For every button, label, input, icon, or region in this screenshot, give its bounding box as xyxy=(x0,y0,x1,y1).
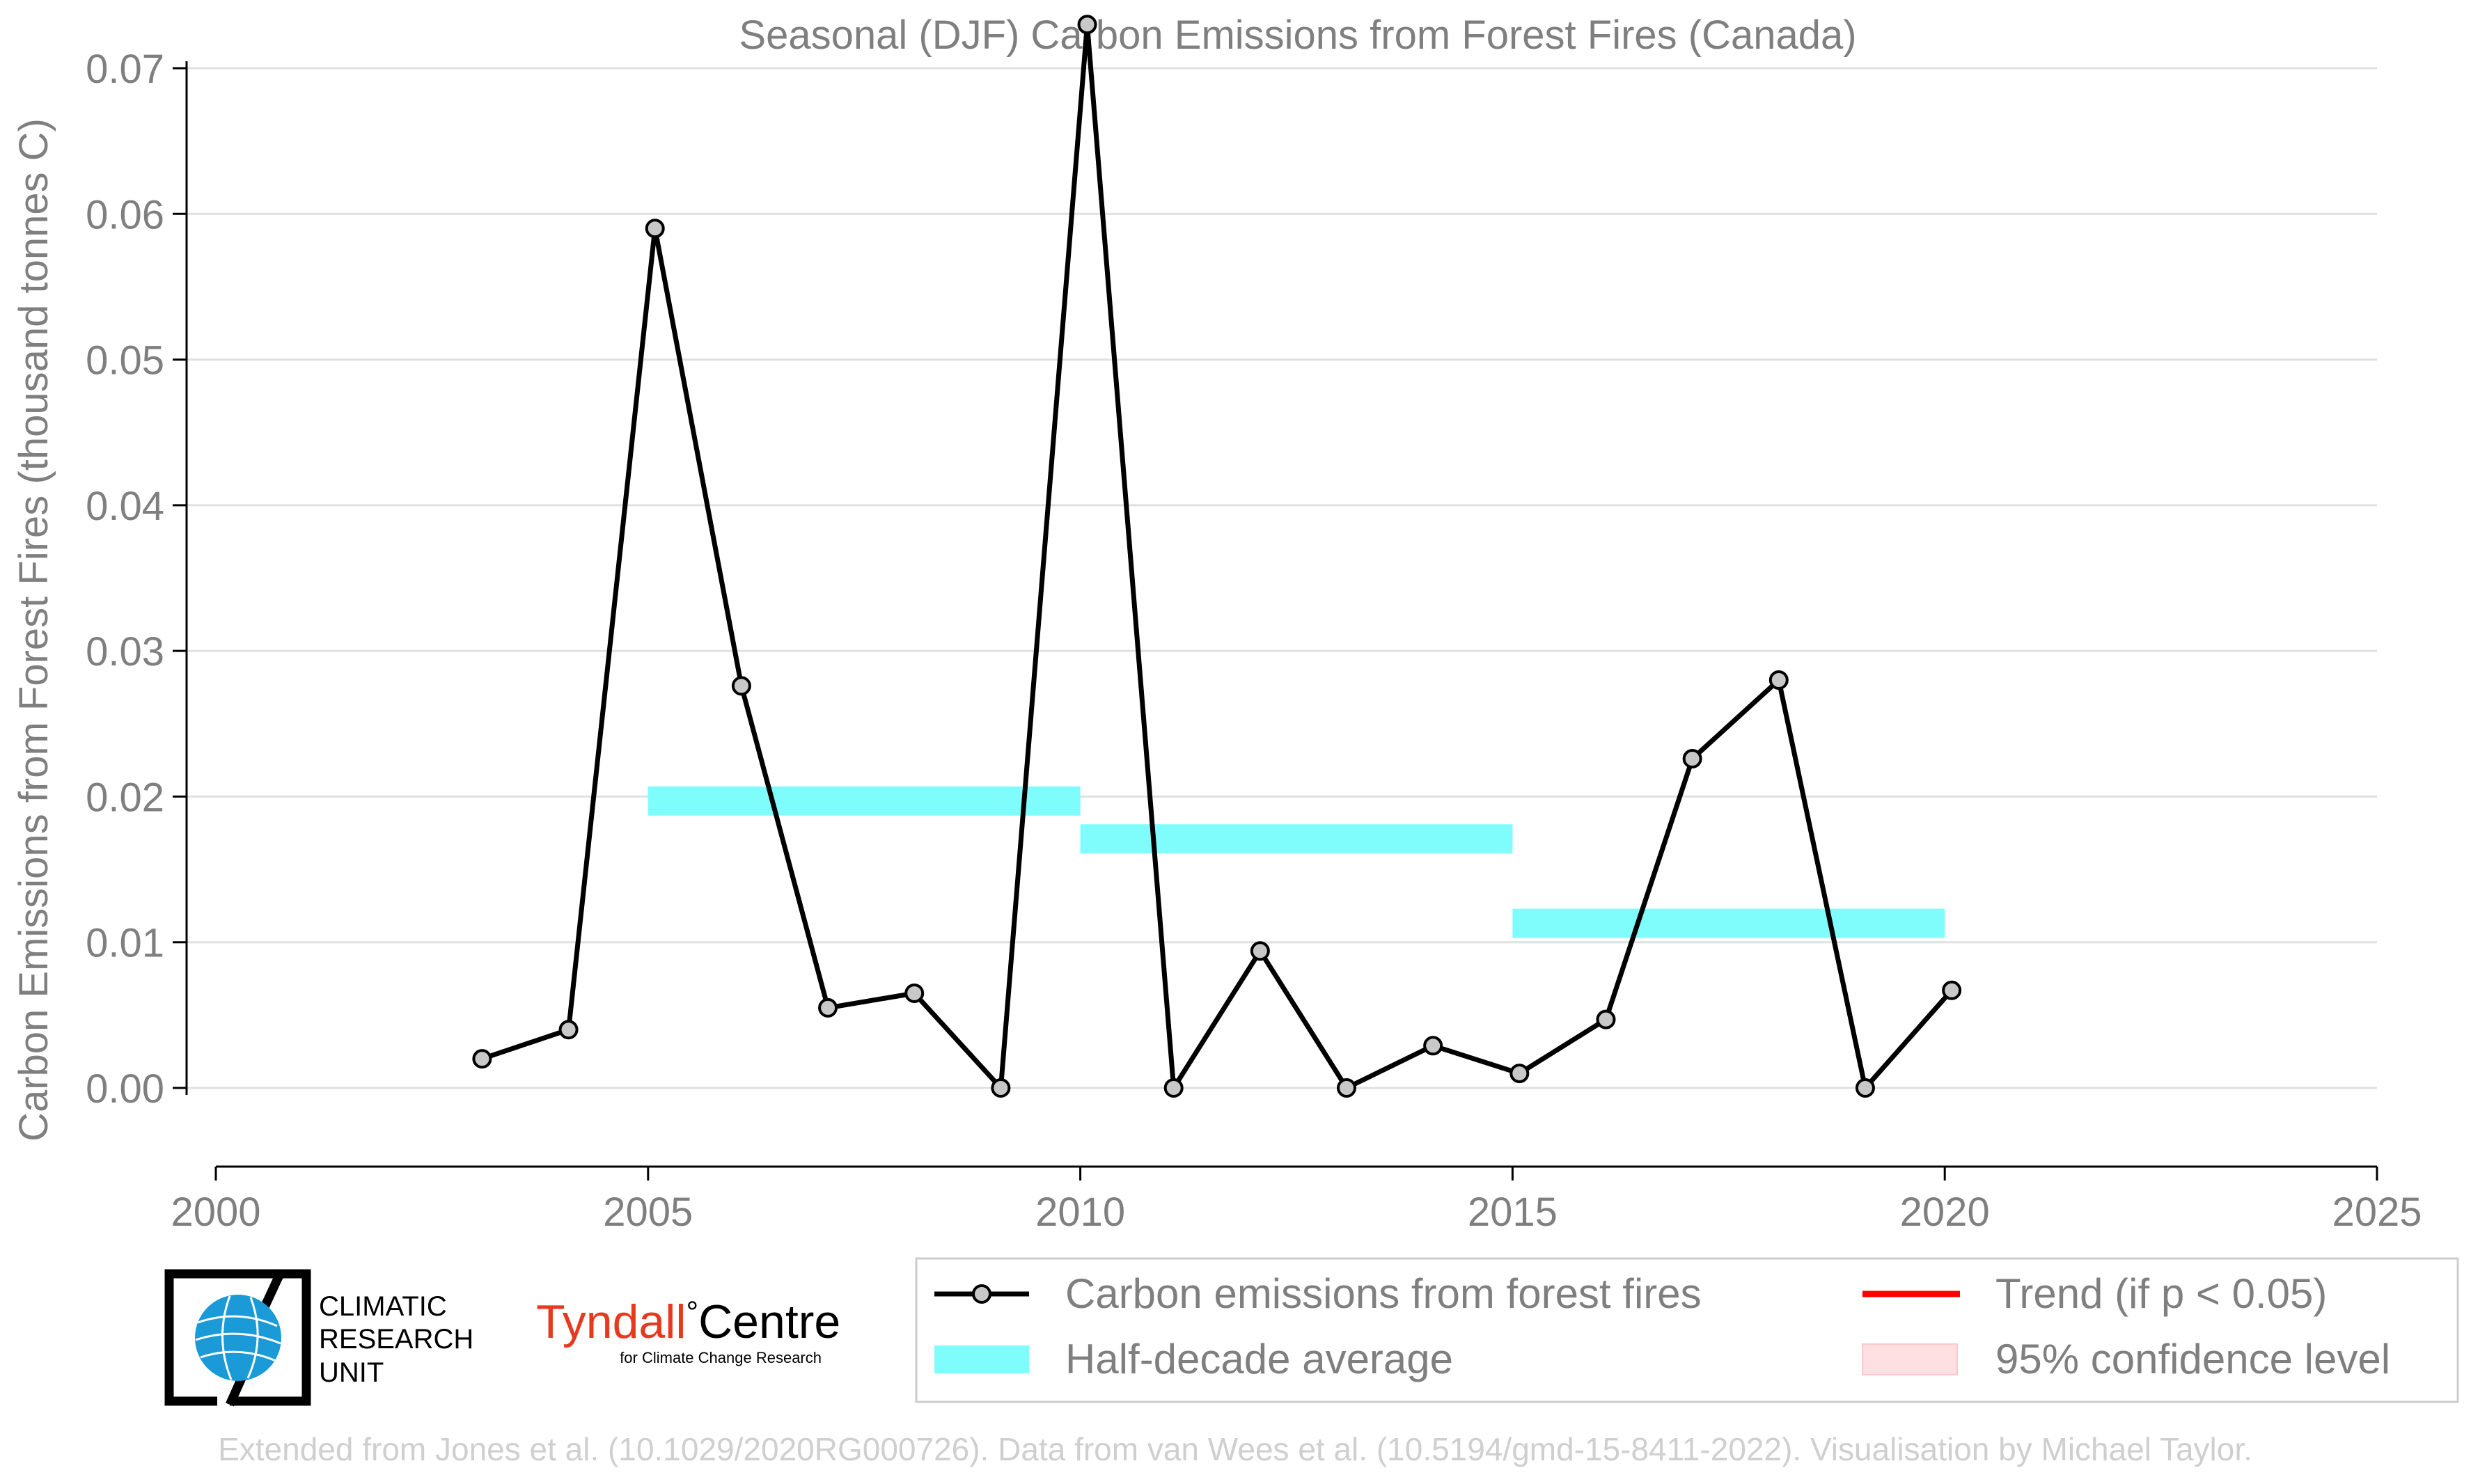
data-point xyxy=(1768,670,1789,690)
globe-icon xyxy=(195,1295,281,1381)
legend-average-swatch xyxy=(934,1345,1029,1373)
tyndall-logo-tagline: for Climate Change Research xyxy=(620,1349,822,1366)
data-point xyxy=(991,1078,1011,1098)
data-point xyxy=(818,997,838,1018)
data-point xyxy=(1163,1078,1184,1098)
legend-label-average: Half-decade average xyxy=(1065,1336,1453,1382)
data-point xyxy=(1250,941,1270,961)
cru-logo-frame xyxy=(164,1269,311,1406)
axes: 0.00 0.01 0.02 0.03 0.04 0.05 0.06 0.07 2000 2005… xyxy=(86,47,2422,1235)
footer-credit: Extended from Jones et al. (10.1029/2020… xyxy=(218,1431,2252,1467)
data-point xyxy=(904,983,925,1003)
y-tick-label: 0.04 xyxy=(86,484,164,529)
data-point xyxy=(1596,1009,1616,1029)
tyndall-logo-wordmark: Tyndall°Centre xyxy=(536,1295,840,1348)
legend-label-confidence: 95% confidence level xyxy=(1995,1336,2390,1382)
data-point xyxy=(1855,1078,1875,1098)
tyndall-logo: Tyndall°Centre for Climate Change Resear… xyxy=(536,1295,840,1366)
half-decade-band xyxy=(648,786,1081,816)
legend-label-emissions: Carbon emissions from forest fires xyxy=(1065,1270,1702,1317)
grid-lines xyxy=(187,67,2377,1089)
data-point xyxy=(731,676,751,696)
legend-marker-swatch xyxy=(972,1284,991,1304)
y-axis-label: Carbon Emissions from Forest Fires (thou… xyxy=(11,118,56,1142)
data-point xyxy=(1682,749,1702,769)
half-decade-band xyxy=(1080,824,1513,854)
x-tick-label: 2010 xyxy=(1035,1190,1125,1235)
half-decade-bands xyxy=(648,786,1945,938)
legend-frame xyxy=(915,1257,2459,1403)
data-point xyxy=(472,1049,492,1069)
chart-title: Seasonal (DJF) Carbon Emissions from For… xyxy=(739,13,1856,58)
half-decade-band xyxy=(1512,908,1945,938)
data-point xyxy=(1942,980,1962,1000)
legend-label-trend: Trend (if p < 0.05) xyxy=(1995,1270,2327,1317)
data-point xyxy=(558,1020,579,1040)
x-tick-label: 2015 xyxy=(1468,1190,1558,1235)
tyndall-logo-name-part2: Centre xyxy=(698,1295,840,1348)
x-tick-label: 2000 xyxy=(171,1190,260,1235)
cru-logo-line3: UNIT xyxy=(319,1357,384,1388)
y-tick-label: 0.03 xyxy=(86,629,164,674)
series-line-layer xyxy=(472,15,1962,1098)
x-tick-label: 2025 xyxy=(2332,1190,2422,1235)
x-tick-label: 2005 xyxy=(603,1190,693,1235)
data-point xyxy=(1509,1064,1530,1084)
series-line xyxy=(481,22,1954,1091)
data-point xyxy=(1337,1078,1357,1098)
cru-logo-line2: RESEARCH xyxy=(319,1324,473,1355)
cru-logo: CLIMATIC RESEARCH UNIT xyxy=(164,1269,473,1407)
data-point xyxy=(1077,15,1097,35)
y-tick-label: 0.01 xyxy=(86,921,164,966)
data-point xyxy=(645,219,665,239)
legend-confidence-swatch xyxy=(1862,1343,1958,1375)
y-tick-label: 0.02 xyxy=(86,775,164,820)
tyndall-logo-degree: ° xyxy=(686,1295,698,1329)
data-point xyxy=(1423,1036,1443,1056)
x-tick-label: 2020 xyxy=(1900,1190,1990,1235)
y-tick-label: 0.06 xyxy=(86,192,164,237)
cru-logo-line1: CLIMATIC xyxy=(319,1291,447,1322)
y-tick-label: 0.07 xyxy=(86,47,164,92)
tyndall-logo-name-part1: Tyndall xyxy=(536,1295,686,1348)
legend: Carbon emissions from forest fires Trend… xyxy=(915,1257,2459,1403)
y-tick-label: 0.00 xyxy=(86,1066,164,1112)
y-tick-label: 0.05 xyxy=(86,338,164,384)
